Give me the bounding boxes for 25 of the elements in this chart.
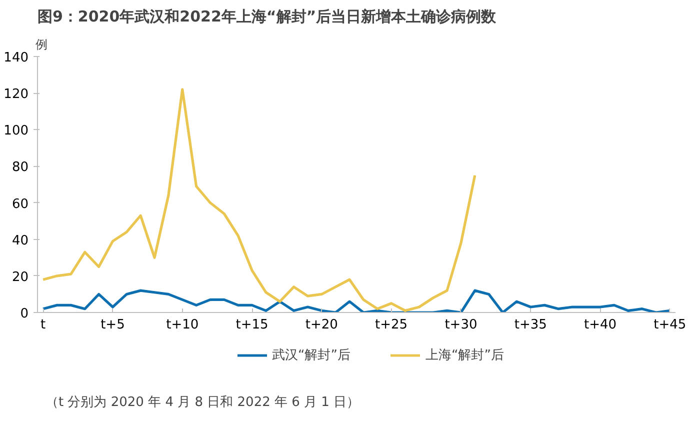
x-tick-label: t+35	[514, 318, 547, 332]
y-tick-label: 40	[12, 233, 29, 248]
y-tick-label: 60	[12, 196, 29, 212]
y-tick-label: 120	[4, 87, 29, 102]
x-tick-label: t+20	[305, 318, 338, 332]
line-series	[42, 289, 672, 312]
y-tick-label: 100	[4, 124, 29, 139]
y-axis-title: 例	[36, 38, 48, 52]
line-series	[42, 88, 476, 312]
x-tick-label: t+15	[236, 318, 268, 332]
chart-title: 图9：2020年武汉和2022年上海“解封”后当日新增本土确诊病例数	[38, 8, 498, 26]
x-tick-label: t	[40, 318, 46, 332]
y-tick-label: 20	[12, 270, 29, 285]
y-tick-label: 140	[4, 50, 29, 66]
y-tick-label: 0	[20, 306, 29, 322]
x-tick-label: t+10	[166, 318, 199, 332]
legend-label: 上海“解封”后	[425, 347, 504, 364]
x-tick-label: t+25	[375, 318, 408, 332]
x-tick-label: t+30	[444, 318, 478, 332]
legend-label: 武汉“解封”后	[272, 347, 350, 364]
y-tick-label: 80	[12, 160, 29, 176]
x-tick-label: t+5	[100, 318, 125, 332]
x-tick-label: t+45	[654, 318, 686, 332]
x-tick-label: t+40	[584, 318, 617, 332]
text: （t 分别为 2020 年 4 月 8 日和 2022 年 6 月 1 日）	[46, 395, 360, 410]
